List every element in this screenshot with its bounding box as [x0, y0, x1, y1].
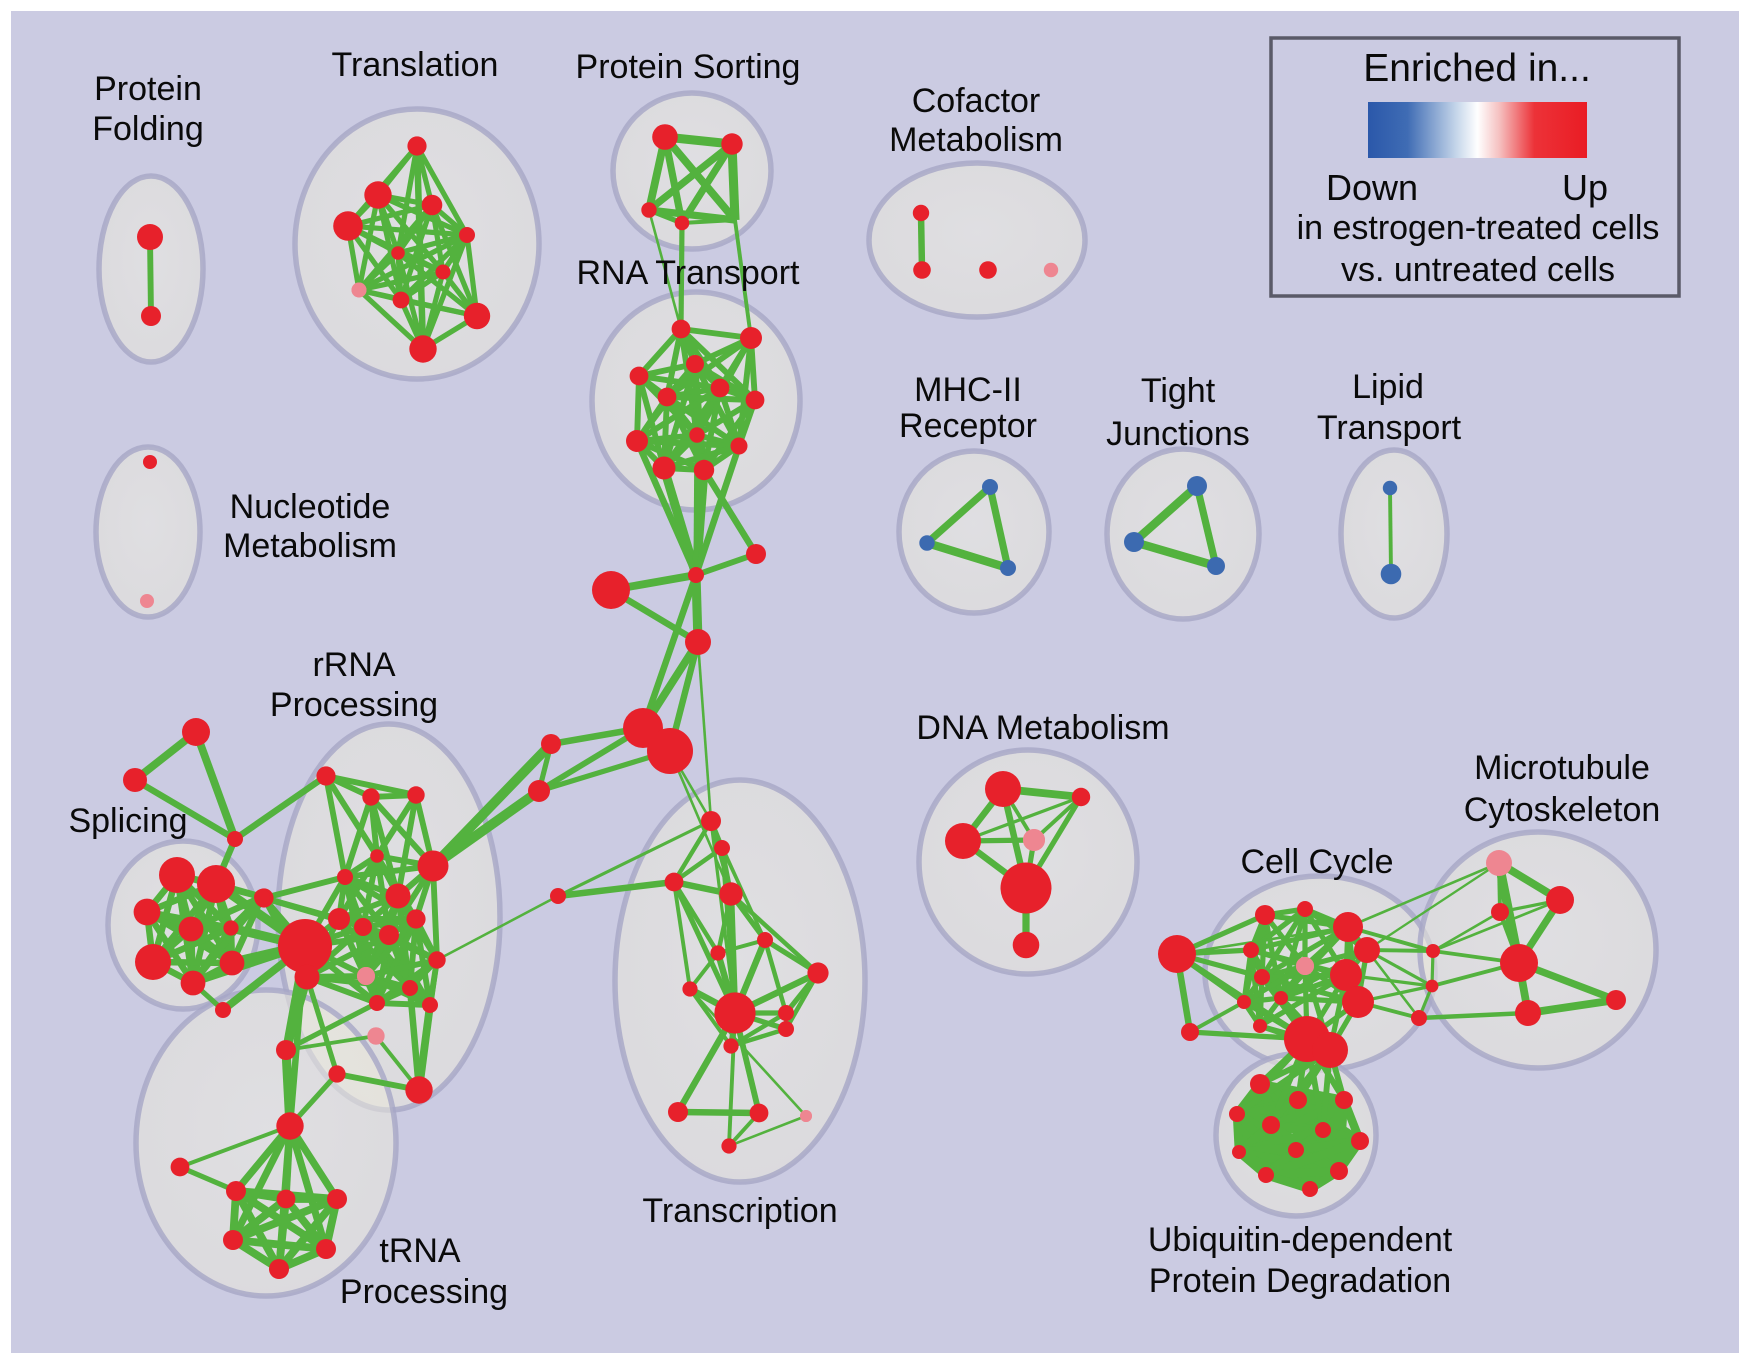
svg-text:Tight: Tight: [1141, 372, 1216, 410]
svg-text:Junctions: Junctions: [1106, 415, 1250, 453]
svg-text:DNA Metabolism: DNA Metabolism: [916, 709, 1169, 747]
svg-text:Lipid: Lipid: [1352, 368, 1424, 406]
svg-text:RNA Transport: RNA Transport: [577, 254, 801, 292]
svg-text:Folding: Folding: [92, 110, 204, 148]
svg-text:Transport: Transport: [1317, 409, 1462, 447]
svg-text:Metabolism: Metabolism: [889, 121, 1063, 159]
svg-text:Down: Down: [1326, 167, 1418, 208]
svg-text:Enriched in...: Enriched in...: [1363, 47, 1591, 90]
svg-text:Receptor: Receptor: [899, 407, 1037, 445]
svg-text:tRNA: tRNA: [379, 1232, 461, 1270]
svg-text:MHC-II: MHC-II: [914, 371, 1022, 409]
svg-text:Nucleotide: Nucleotide: [230, 488, 391, 526]
svg-text:Translation: Translation: [332, 46, 499, 84]
svg-text:rRNA: rRNA: [312, 646, 395, 684]
svg-text:Protein Degradation: Protein Degradation: [1149, 1262, 1451, 1300]
svg-text:Cell Cycle: Cell Cycle: [1240, 843, 1393, 881]
svg-text:Ubiquitin-dependent: Ubiquitin-dependent: [1148, 1221, 1453, 1259]
svg-text:Cytoskeleton: Cytoskeleton: [1464, 791, 1661, 829]
svg-text:Protein: Protein: [94, 70, 202, 108]
svg-text:Protein Sorting: Protein Sorting: [576, 48, 801, 86]
svg-text:Cofactor: Cofactor: [912, 82, 1041, 120]
svg-text:in estrogen-treated cells: in estrogen-treated cells: [1297, 209, 1660, 247]
svg-text:vs. untreated cells: vs. untreated cells: [1341, 251, 1615, 289]
svg-text:Microtubule: Microtubule: [1474, 749, 1650, 787]
svg-text:Processing: Processing: [270, 686, 438, 724]
svg-text:Metabolism: Metabolism: [223, 527, 397, 565]
svg-text:Splicing: Splicing: [68, 802, 187, 840]
svg-text:Processing: Processing: [340, 1273, 508, 1311]
svg-text:Up: Up: [1562, 167, 1608, 208]
svg-text:Transcription: Transcription: [642, 1192, 837, 1230]
